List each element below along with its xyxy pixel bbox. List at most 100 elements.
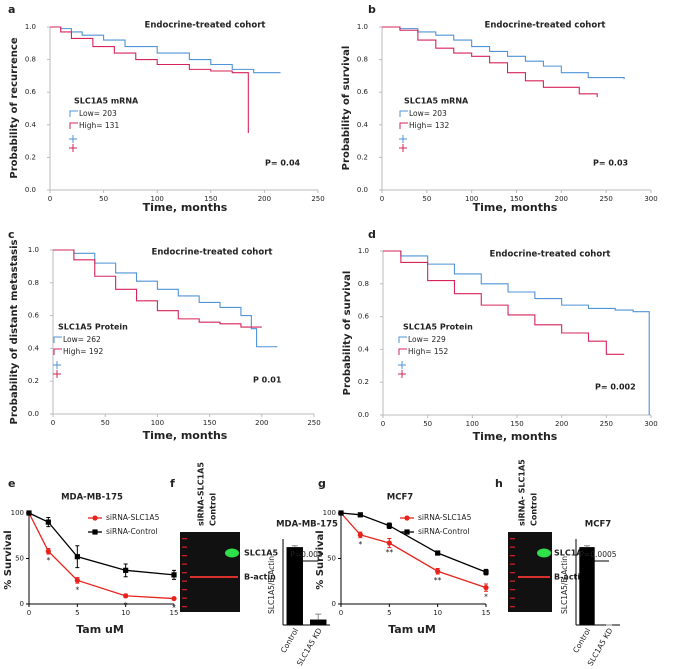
- legend-icon: [53, 348, 62, 355]
- x-axis-label: Time, months: [143, 429, 228, 442]
- legend-icon: [398, 348, 407, 355]
- significance: **: [386, 548, 394, 557]
- legend-icon: [399, 122, 408, 129]
- x-axis-label: Time, months: [143, 201, 228, 214]
- ladder-band: [182, 589, 187, 591]
- y-axis-label: Probability of recurrence: [9, 37, 20, 178]
- ladder-band: [182, 580, 187, 582]
- legend-censor: [53, 370, 61, 378]
- y-tick-label: 0.2: [28, 377, 39, 385]
- ladder-band: [510, 589, 515, 591]
- ladder-band: [510, 538, 515, 540]
- y-axis-label: % Survival: [315, 530, 326, 589]
- legend-title: SLC1A5 Protein: [403, 323, 473, 332]
- legend-label: Low= 203: [79, 109, 117, 118]
- significance: **: [434, 576, 442, 585]
- y-tick-label: 0.0: [358, 411, 369, 419]
- y-tick-label: 0.8: [25, 56, 36, 64]
- legend-marker: [92, 515, 98, 521]
- point: [338, 510, 344, 516]
- legend-label: siRNA-Control: [106, 527, 158, 536]
- y-tick-label: 0.0: [28, 410, 39, 418]
- x-tick-label: 150: [203, 419, 216, 427]
- band-label: SLC1A5: [244, 549, 278, 558]
- point: [171, 572, 177, 578]
- y-tick-label: 0.2: [25, 153, 36, 161]
- ladder-band: [182, 572, 187, 574]
- legend-icon: [399, 110, 408, 117]
- y-tick-label: 100: [11, 509, 24, 517]
- chart-title: MCF7: [585, 520, 612, 530]
- line: [340, 512, 487, 589]
- bar: [286, 547, 303, 625]
- legend-censor: [53, 361, 61, 369]
- ladder-band: [510, 572, 515, 574]
- chart-title: MDA-MB-175: [61, 493, 123, 503]
- panel-label: b: [368, 3, 376, 16]
- x-tick-label: 0: [48, 195, 52, 203]
- x-tick-label: 100: [151, 195, 164, 203]
- x-tick-label: 0: [51, 419, 55, 427]
- ladder-band: [182, 538, 187, 540]
- x-tick-label: 250: [307, 419, 320, 427]
- x-tick-label: 150: [204, 195, 217, 203]
- panel-label: a: [8, 3, 15, 16]
- legend-icon: [53, 336, 62, 343]
- x-tick-label: 300: [644, 195, 657, 203]
- point: [45, 548, 51, 554]
- chart-title: Endocrine-treated cohort: [490, 250, 611, 260]
- x-tick-label: 10: [433, 609, 442, 617]
- legend-label: Low= 262: [63, 335, 101, 344]
- x-tick-label: 200: [255, 419, 268, 427]
- survival-curve: [53, 249, 278, 348]
- panel-label: f: [170, 477, 175, 490]
- legend-icon: [69, 110, 78, 117]
- y-tick-label: 1.0: [357, 23, 368, 31]
- x-axis-label: Time, months: [473, 430, 558, 443]
- y-axis-label: Probability of distant metastasis: [9, 239, 20, 424]
- blot-band: [518, 576, 550, 578]
- legend-censor: [69, 135, 77, 143]
- x-tick-label: 5: [387, 609, 391, 617]
- significance: *: [484, 593, 488, 602]
- point: [483, 585, 489, 591]
- significance: *: [75, 585, 79, 594]
- legend-label: Low= 229: [408, 335, 446, 344]
- y-tick-label: 0.2: [358, 378, 369, 386]
- error-bar: [584, 545, 590, 548]
- p-value: P= 0.002: [595, 383, 636, 392]
- y-tick-label: 0.0: [25, 186, 36, 194]
- y-tick-label: 1.0: [25, 23, 36, 31]
- y-axis-label: Probability of survival: [341, 46, 352, 171]
- y-tick-label: 100: [323, 509, 336, 517]
- y-tick-label: 0.8: [358, 280, 369, 288]
- y-tick-label: 0.6: [358, 313, 370, 321]
- x-tick-label: 150: [510, 195, 523, 203]
- ladder-band: [510, 555, 515, 557]
- x-tick-label: 200: [555, 195, 568, 203]
- ladder-band: [510, 546, 515, 548]
- panel-label: e: [8, 477, 15, 490]
- p-value: P= 0.03: [593, 159, 628, 168]
- ladder-band: [182, 597, 187, 599]
- legend-label: High= 152: [408, 347, 448, 356]
- x-tick-label: 100: [151, 419, 164, 427]
- legend-censor: [399, 135, 407, 143]
- significance: *: [46, 556, 50, 565]
- x-tick-label: 15: [482, 609, 491, 617]
- significance: *: [358, 540, 362, 549]
- y-axis-label: % Survival: [3, 530, 14, 589]
- y-tick-label: 0.4: [358, 345, 370, 353]
- x-tick-label: 0: [27, 609, 31, 617]
- blot-band: [225, 548, 239, 558]
- y-tick-label: 0.2: [357, 153, 368, 161]
- chart-title: Endocrine-treated cohort: [145, 21, 266, 31]
- x-tick-label: 0: [381, 420, 385, 428]
- ladder-band: [182, 546, 187, 548]
- x-tick-label: 200: [258, 195, 271, 203]
- y-tick-label: 50: [327, 555, 336, 563]
- ladder-band: [182, 606, 187, 608]
- y-axis-label: Probability of survival: [342, 271, 353, 396]
- survival-curve: [53, 249, 262, 328]
- legend-title: SLC1A5 mRNA: [74, 97, 139, 106]
